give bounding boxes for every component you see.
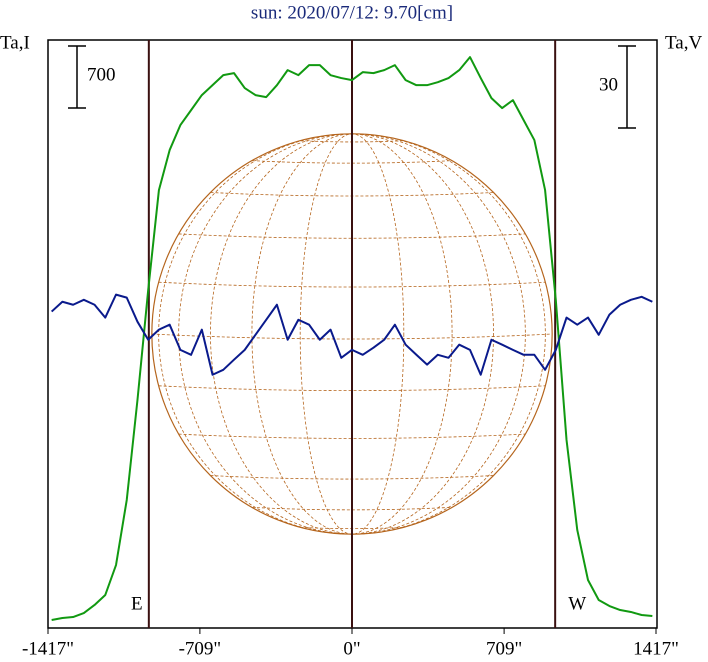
limb-label: E — [131, 593, 143, 614]
y2-axis-label: Ta,V — [665, 32, 702, 53]
scale-bar-label: 30 — [599, 74, 618, 95]
scale-bar-label: 700 — [87, 64, 116, 85]
chart-title: sun: 2020/07/12: 9.70[cm] — [251, 2, 453, 23]
limb-label: W — [568, 593, 586, 614]
grid-curve — [178, 233, 526, 239]
grid-curve — [158, 281, 546, 288]
series-line — [50, 293, 653, 376]
grid-curve — [178, 433, 526, 439]
x-tick-label: 709" — [486, 638, 522, 659]
series-line — [51, 56, 653, 622]
x-tick-label: 1417" — [633, 638, 679, 659]
x-tick-label: -709" — [179, 638, 222, 659]
y-axis-label: Ta,I — [0, 32, 30, 53]
x-tick-label: -1417" — [22, 638, 74, 659]
x-tick-label: 0" — [343, 638, 360, 659]
grid-curve — [158, 385, 546, 392]
